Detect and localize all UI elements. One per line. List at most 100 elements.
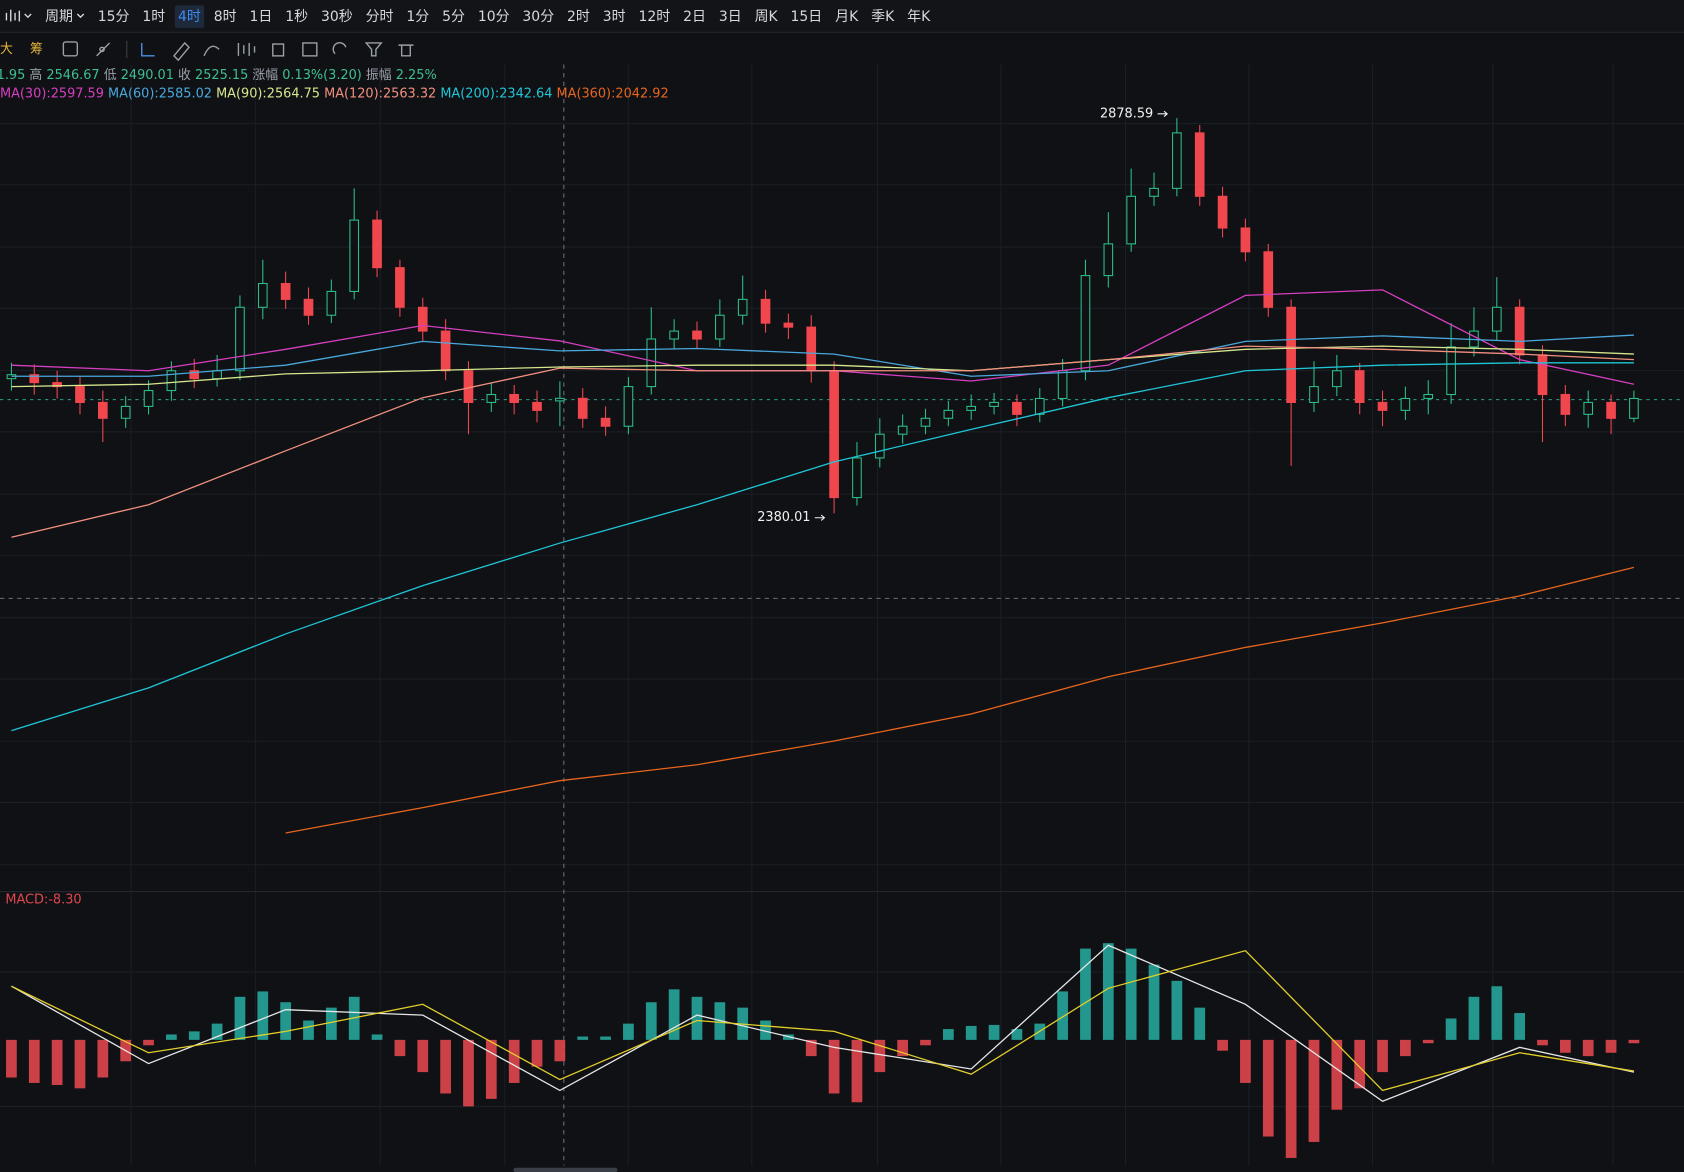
candle-body: [1286, 306, 1296, 403]
chart-type-icon[interactable]: [5, 9, 32, 22]
macd-bar: [440, 1039, 451, 1094]
period[interactable]: 1秒: [285, 9, 308, 25]
candle-body: [212, 370, 222, 380]
macd-bar: [851, 1039, 863, 1103]
info-label: 低: [104, 68, 117, 83]
drawing-tools[interactable]: [62, 40, 414, 62]
active-period-bg: [174, 5, 205, 28]
macd-bar: [1445, 1018, 1457, 1040]
period-menu[interactable]: 周期: [45, 9, 73, 25]
macd-bar: [554, 1039, 566, 1062]
candle-body: [1560, 393, 1571, 415]
candle-body: [1012, 401, 1022, 415]
extreme-arrow: [814, 514, 826, 521]
period[interactable]: 2日: [683, 9, 706, 25]
period[interactable]: 月K: [835, 9, 859, 25]
macd-bar: [280, 1002, 292, 1040]
candle-body: [555, 397, 565, 402]
period[interactable]: 30秒: [321, 9, 353, 25]
candle-body: [440, 330, 451, 372]
macd-bar: [600, 1036, 611, 1040]
period[interactable]: 1日: [250, 9, 273, 25]
period[interactable]: 10分: [478, 9, 510, 25]
legend-sep: :: [495, 86, 499, 101]
legend-name: MA(120): [324, 86, 379, 101]
legend-name: MA(30): [0, 86, 46, 101]
candle-body: [166, 370, 177, 392]
period[interactable]: 30分: [522, 9, 554, 25]
macd-bar: [1559, 1039, 1571, 1053]
info-label: 高: [29, 67, 42, 83]
scrollbar[interactable]: [513, 1167, 618, 1172]
macd-bar: [303, 1020, 314, 1040]
candle-body: [943, 409, 954, 419]
candle-body: [692, 330, 702, 340]
legend-name: MA(200): [440, 86, 495, 101]
macd-bar: [828, 1039, 840, 1094]
legend-value: 2563.32: [383, 86, 436, 101]
candle-body: [623, 386, 634, 427]
tool[interactable]: 筹: [30, 41, 43, 57]
legend-value: 2042.92: [615, 86, 668, 101]
candle-body: [783, 322, 794, 328]
macd-bar: [371, 1034, 383, 1040]
macd-bar: [234, 996, 246, 1040]
legend-name: MA(60): [108, 86, 154, 101]
macd-bar: [1491, 986, 1503, 1040]
ma-line: [285, 566, 1635, 834]
candle-body: [1354, 370, 1365, 403]
price-plot: [6, 118, 1640, 1158]
period[interactable]: 年K: [907, 9, 931, 25]
extreme-label: 2878.59: [1100, 106, 1153, 121]
candle-body: [1126, 195, 1137, 245]
ma-line: [11, 334, 1634, 377]
candle-body: [303, 298, 314, 316]
period[interactable]: 分时: [366, 9, 394, 25]
candle-body: [532, 401, 542, 411]
macd-bar: [1582, 1039, 1594, 1057]
macd-bar: [645, 1002, 657, 1040]
macd-bar: [51, 1039, 63, 1085]
ma-line: [11, 362, 1634, 732]
candle-body: [1491, 306, 1502, 332]
candle-body: [920, 417, 931, 427]
legend-sep: :: [154, 86, 158, 101]
candle-body: [29, 374, 40, 384]
macd-bar: [874, 1039, 886, 1073]
info-label: 涨幅: [252, 68, 278, 83]
macd-bar: [1308, 1039, 1320, 1142]
period[interactable]: 1分: [406, 9, 429, 25]
period[interactable]: 4时: [178, 9, 201, 25]
period[interactable]: 12时: [639, 9, 671, 25]
legend-sep: :: [46, 86, 50, 101]
macd-bar: [325, 1007, 337, 1040]
period[interactable]: 15日: [791, 9, 823, 25]
period[interactable]: 季K: [871, 9, 895, 25]
grid: [0, 64, 1684, 1166]
candle-body: [1240, 227, 1251, 253]
macd-bar: [760, 1020, 771, 1040]
period[interactable]: 周K: [755, 9, 779, 25]
tool[interactable]: 大: [0, 42, 13, 57]
candle-body: [120, 405, 131, 419]
period[interactable]: 3日: [719, 9, 742, 25]
candle-body: [349, 219, 360, 292]
period[interactable]: 5分: [442, 9, 465, 25]
period[interactable]: 2时: [567, 9, 590, 25]
period[interactable]: 3时: [603, 9, 626, 25]
candle-body: [1217, 195, 1228, 229]
macd-bar: [668, 989, 680, 1040]
macd-bar: [1628, 1039, 1640, 1044]
period[interactable]: 1时: [142, 9, 165, 25]
candle-body: [509, 393, 520, 403]
candle-body: [1446, 346, 1456, 396]
candle-body: [669, 330, 679, 340]
info-label: 收: [178, 68, 191, 83]
macd-bar: [417, 1039, 429, 1073]
candle-body: [874, 433, 885, 459]
toolbar: [0, 0, 1684, 33]
period[interactable]: 15分: [98, 9, 130, 25]
legend-sep: :: [262, 86, 266, 101]
period[interactable]: 8时: [214, 9, 237, 25]
